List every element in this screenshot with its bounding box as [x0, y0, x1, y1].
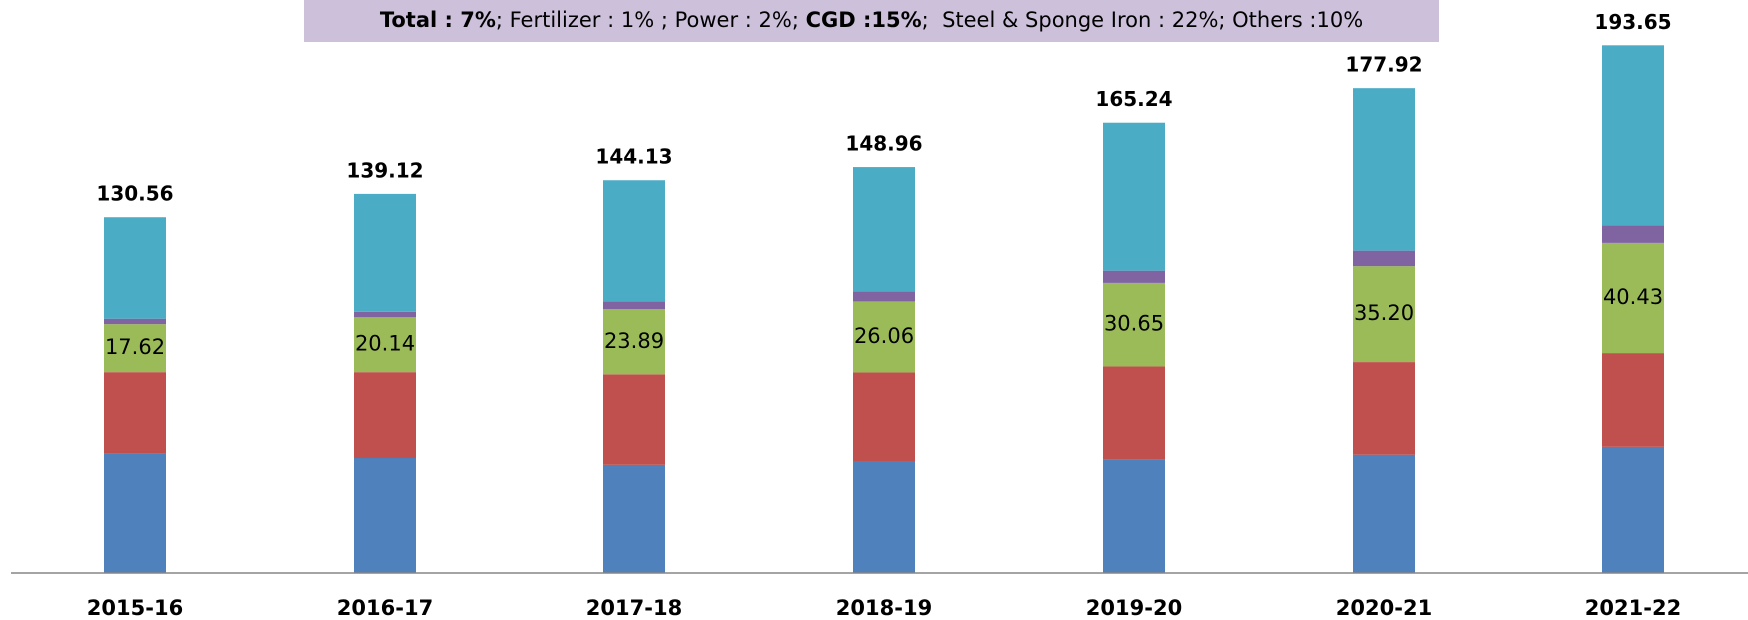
- bar-segment: [1602, 242, 1664, 354]
- x-tick-label: 2015-16: [87, 596, 183, 620]
- bar-segment: [104, 324, 166, 373]
- bar-segment: [853, 291, 915, 302]
- bar-segment: [1103, 459, 1165, 573]
- banner-text: Total : 7%: [379, 8, 496, 32]
- bar-segment: [853, 301, 915, 373]
- bar-segment: [1353, 362, 1415, 455]
- total-label: 144.13: [595, 145, 672, 169]
- data-label: 23.89: [604, 329, 664, 353]
- bar-segment: [1103, 366, 1165, 460]
- bar-segment: [1602, 353, 1664, 447]
- bar-segment: [1103, 270, 1165, 283]
- annotation-banner: Total : 7%; Fertilizer : 1% ; Power : 2%…: [304, 0, 1439, 42]
- total-label: 148.96: [845, 132, 922, 156]
- bar-segment: [104, 372, 166, 454]
- total-label: 177.92: [1345, 53, 1422, 77]
- bar-segment: [1353, 266, 1415, 363]
- bar-segment: [603, 180, 665, 302]
- data-label: 17.62: [105, 335, 165, 359]
- x-tick-label: 2019-20: [1086, 596, 1182, 620]
- bar-segment: [1103, 282, 1165, 367]
- total-label: 193.65: [1594, 10, 1671, 34]
- data-label: 35.20: [1354, 301, 1414, 325]
- banner-text: ; Steel & Sponge Iron : 22%; Others :10%: [921, 8, 1364, 32]
- bar-segment: [853, 372, 915, 462]
- bar-segment: [1353, 250, 1415, 267]
- bar-segment: [603, 464, 665, 573]
- bar-segment: [354, 458, 416, 573]
- bar-segment: [104, 217, 166, 319]
- banner-text: ; Fertilizer : 1% ; Power : 2%;: [495, 8, 806, 32]
- data-label: 30.65: [1104, 312, 1164, 336]
- total-label: 165.24: [1095, 87, 1172, 111]
- bar-segment: [1602, 225, 1664, 243]
- bar-segment: [603, 301, 665, 310]
- bar-segment: [354, 193, 416, 312]
- bar-segment: [1103, 122, 1165, 271]
- bar-segment: [104, 318, 166, 325]
- data-label: 20.14: [355, 332, 415, 356]
- data-label: 40.43: [1603, 285, 1663, 309]
- x-tick-label: 2016-17: [337, 596, 433, 620]
- bar-segment: [354, 372, 416, 459]
- total-label: 139.12: [346, 158, 423, 182]
- bar-segment: [104, 453, 166, 573]
- bar-segment: [603, 309, 665, 375]
- bar-segment: [354, 311, 416, 318]
- bar-segment: [603, 374, 665, 465]
- bar-segment: [1353, 454, 1415, 573]
- bar-segment: [1602, 45, 1664, 226]
- total-label: 130.56: [96, 182, 173, 206]
- bar-segment: [354, 317, 416, 373]
- x-tick-label: 2021-22: [1585, 596, 1681, 620]
- bar-segment: [1602, 446, 1664, 573]
- x-tick-label: 2017-18: [586, 596, 682, 620]
- x-tick-label: 2020-21: [1336, 596, 1432, 620]
- bar-segment: [1353, 88, 1415, 251]
- bar-segment: [853, 167, 915, 292]
- banner-text: CGD :15%: [805, 8, 922, 32]
- x-tick-label: 2018-19: [836, 596, 932, 620]
- data-label: 26.06: [854, 324, 914, 348]
- bar-segment: [853, 461, 915, 573]
